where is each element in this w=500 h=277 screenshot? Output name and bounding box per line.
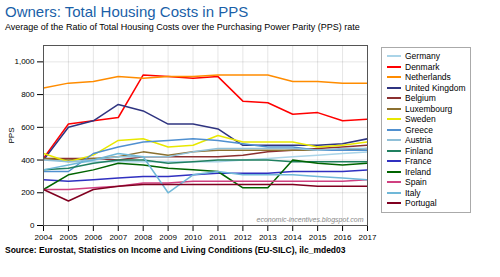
html-text:Sweden: Sweden (405, 114, 436, 124)
svg-text:2004: 2004 (35, 233, 53, 242)
svg-text:1,000: 1,000 (14, 57, 35, 66)
html-text:Finland: Finland (405, 145, 433, 156)
svg-text:200: 200 (21, 188, 35, 197)
html-text:Owners: Total Housing Costs in: Owners: Total Housing Costs in PPS (5, 3, 249, 20)
svg-text:400: 400 (21, 156, 35, 165)
svg-text:0: 0 (30, 221, 35, 230)
html-text:Source: Eurostat, Statistics o: Source: Eurostat, Statistics on Income a… (5, 245, 346, 255)
svg-text:2017: 2017 (359, 233, 377, 242)
html-text:Austria: Austria (405, 135, 432, 145)
html-text:Spain: Spain (405, 177, 427, 187)
html-text:Belgium: Belgium (405, 93, 436, 103)
svg-text:2007: 2007 (109, 233, 127, 242)
svg-text:2010: 2010 (184, 233, 202, 242)
svg-text:economic-incentives.blogspot.c: economic-incentives.blogspot.com (257, 216, 364, 224)
svg-text:2009: 2009 (159, 233, 177, 242)
svg-text:2012: 2012 (234, 233, 252, 242)
svg-text:2005: 2005 (60, 233, 78, 242)
html-text:France: France (405, 156, 432, 166)
html-text:United Kingdom: United Kingdom (405, 82, 466, 93)
svg-text:2008: 2008 (134, 233, 152, 242)
html-text:Germany: Germany (405, 51, 440, 61)
svg-text:PPS: PPS (7, 127, 16, 143)
html-text:Denmark: Denmark (405, 61, 440, 72)
svg-text:2014: 2014 (284, 233, 302, 242)
html-text:Ireland: Ireland (405, 166, 431, 177)
svg-text:2015: 2015 (309, 233, 327, 242)
svg-text:2013: 2013 (259, 233, 277, 242)
html-text:Portugal: Portugal (405, 198, 437, 208)
html-text:Netherlands: Netherlands (405, 72, 451, 82)
html-text:Italy: Italy (405, 187, 421, 198)
html-text:Greece: Greece (405, 124, 433, 135)
svg-text:2016: 2016 (334, 233, 352, 242)
svg-text:2006: 2006 (84, 233, 102, 242)
svg-text:600: 600 (21, 123, 35, 132)
svg-text:2011: 2011 (209, 233, 227, 242)
svg-text:800: 800 (21, 90, 35, 99)
html-text:Average of the Ratio of Total: Average of the Ratio of Total Housing Co… (5, 22, 360, 32)
html-text:Luxembourg: Luxembourg (405, 103, 453, 114)
